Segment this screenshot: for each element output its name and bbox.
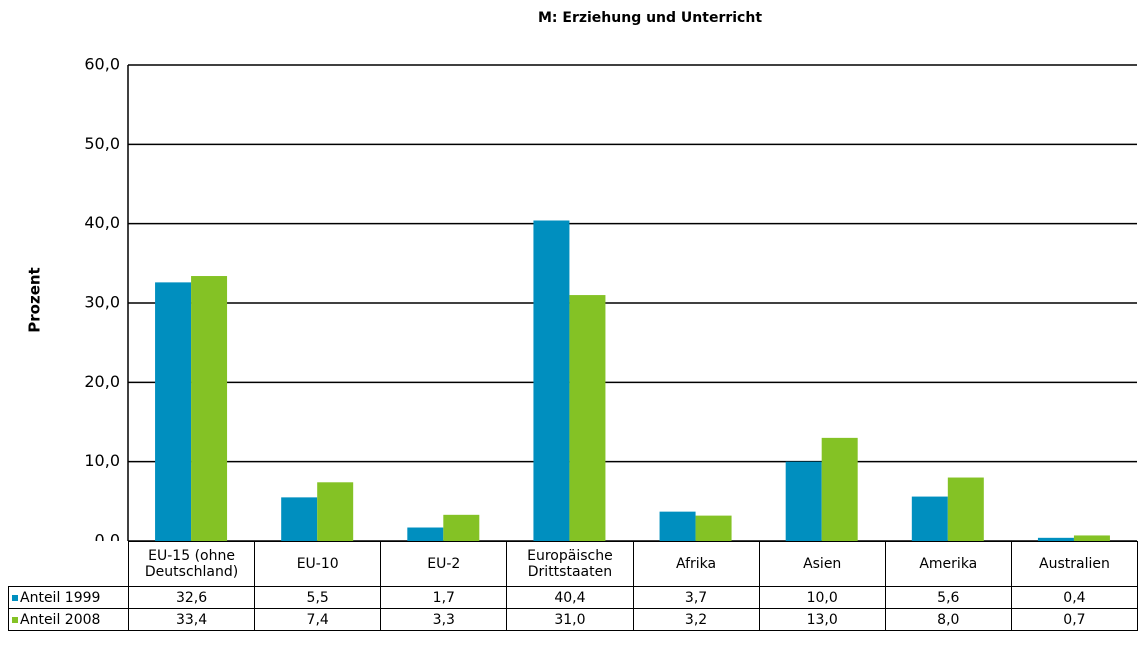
table-corner: [8, 541, 129, 587]
bar: [191, 276, 228, 541]
bar: [947, 477, 984, 541]
bar: [407, 527, 444, 541]
bar: [1073, 535, 1110, 541]
y-tick-label: 50,0: [84, 134, 120, 153]
data-label: 3,3: [380, 608, 508, 631]
data-label: 8,0: [884, 608, 1012, 631]
y-tick-label: 10,0: [84, 451, 120, 470]
x-tick-label: Asien: [758, 541, 886, 587]
chart: M: Erziehung und Unterricht Prozent 0,0 1…: [26, 10, 1137, 542]
legend-entry: Anteil 1999: [8, 586, 129, 609]
category-row: EU-15 (ohne Deutschland) EU-10 EU-2 Europäi…: [8, 541, 1139, 587]
data-label: 3,7: [632, 586, 760, 609]
legend-label: Anteil 2008: [20, 611, 101, 628]
data-label: 40,4: [506, 586, 634, 609]
legend-swatch: [12, 594, 18, 601]
x-tick-label: Afrika: [632, 541, 760, 587]
data-label: 0,7: [1010, 608, 1139, 631]
data-label: 1,7: [380, 586, 508, 609]
y-tick-label: 60,0: [84, 55, 120, 74]
data-label: 10,0: [758, 586, 886, 609]
bar: [659, 511, 696, 541]
bar: [569, 295, 606, 541]
y-tick-label: 0,0: [95, 531, 120, 542]
bar: [695, 515, 732, 541]
x-tick-label: Europäische Drittstaaten: [506, 541, 634, 587]
bar: [911, 496, 948, 541]
series-row: Anteil 1999 32,6 5,5 1,7 40,4 3,7 10,0 5,6 0,4: [8, 586, 1139, 609]
y-axis-label: Prozent: [26, 267, 44, 332]
x-tick-label: EU-2: [380, 541, 508, 587]
data-label: 33,4: [127, 608, 256, 631]
data-label: 32,6: [127, 586, 256, 609]
data-table: EU-15 (ohne Deutschland) EU-10 EU-2 Europäi…: [8, 541, 1139, 631]
legend-swatch: [12, 616, 18, 623]
y-tick-label: 30,0: [84, 293, 120, 312]
data-label: 7,4: [254, 608, 382, 631]
x-tick-label: EU-10: [254, 541, 382, 587]
data-label: 13,0: [758, 608, 886, 631]
bar: [281, 497, 318, 541]
data-label: 31,0: [506, 608, 634, 631]
bar: [317, 482, 354, 541]
x-tick-label: Australien: [1010, 541, 1139, 587]
bar: [533, 220, 570, 541]
chart-title: M: Erziehung und Unterricht: [538, 10, 762, 26]
y-tick-label: 20,0: [84, 372, 120, 391]
legend-label: Anteil 1999: [20, 589, 101, 606]
legend-entry: Anteil 2008: [8, 608, 129, 631]
bar: [155, 282, 192, 541]
data-label: 5,5: [254, 586, 382, 609]
bar: [443, 514, 480, 541]
series-row: Anteil 2008 33,4 7,4 3,3 31,0 3,2 13,0 8,0 0,7: [8, 608, 1139, 631]
data-label: 3,2: [632, 608, 760, 631]
data-label: 5,6: [884, 586, 1012, 609]
bar: [785, 461, 822, 541]
data-label: 0,4: [1010, 586, 1139, 609]
x-tick-label: Amerika: [884, 541, 1012, 587]
bar: [1037, 537, 1074, 541]
y-tick-label: 40,0: [84, 213, 120, 232]
x-tick-label: EU-15 (ohne Deutschland): [127, 541, 256, 587]
bar: [821, 437, 858, 541]
